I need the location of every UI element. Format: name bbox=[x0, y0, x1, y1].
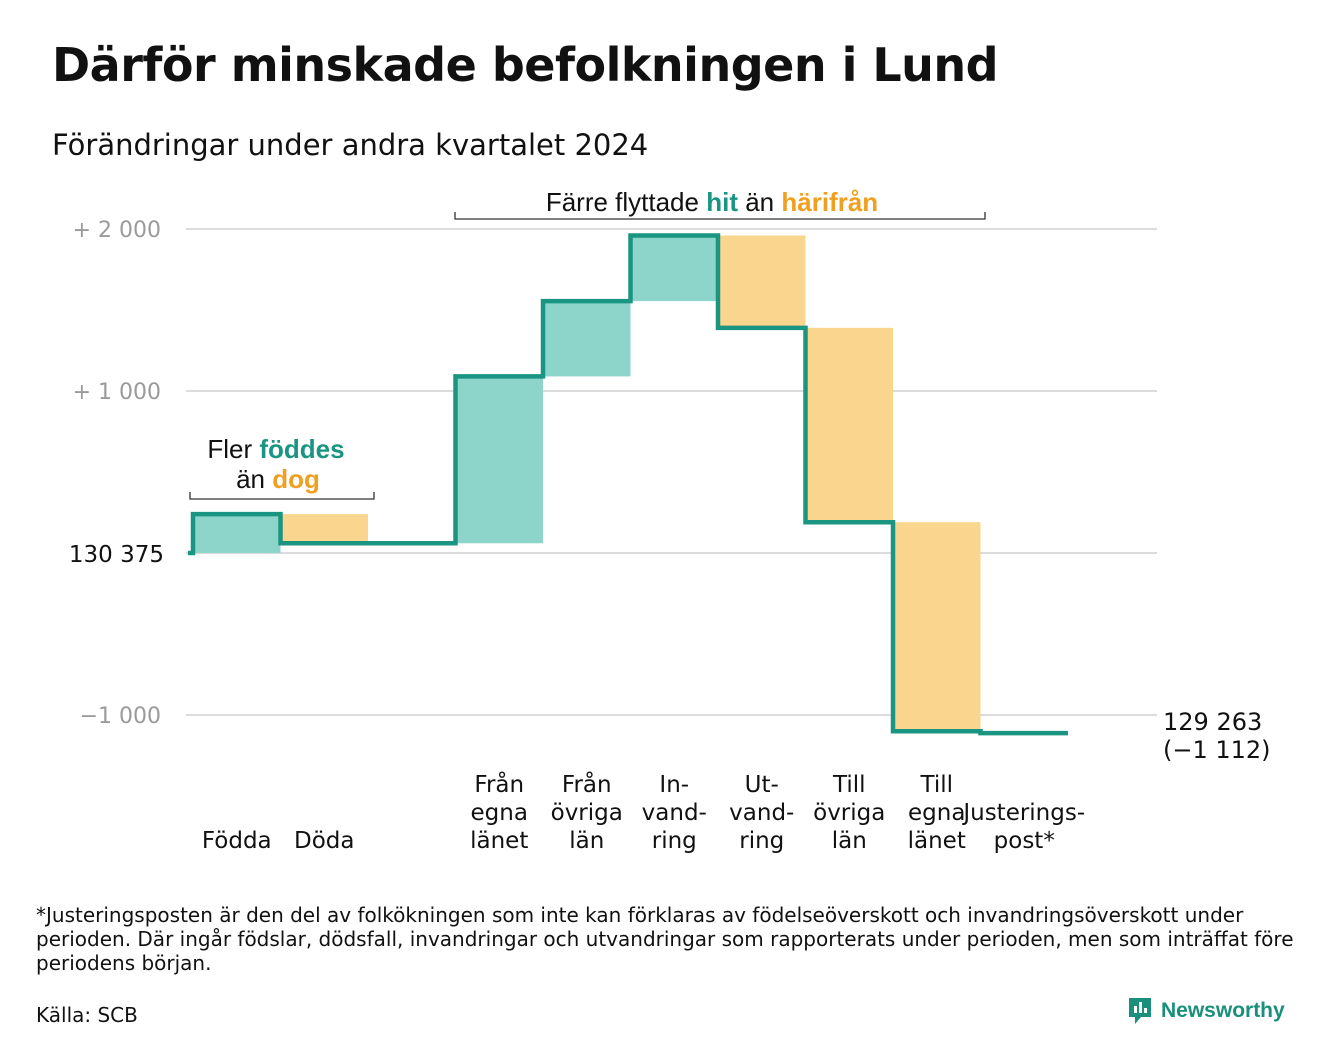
x-category-label: Till egna länet bbox=[908, 772, 966, 854]
x-category-label: Från övriga län bbox=[551, 770, 623, 854]
x-category-label: Från egna länet bbox=[470, 770, 528, 854]
brand-name: Newsworthy bbox=[1161, 999, 1285, 1022]
waterfall-bar bbox=[630, 235, 718, 302]
waterfall-chart: + 2 000 + 1 000 −1 000 130 375 Födda Döda Från… bbox=[69, 187, 1271, 854]
chart-subtitle: Förändringar under andra kvartalet 2024 bbox=[52, 128, 649, 162]
x-category-label: Döda bbox=[294, 828, 354, 854]
chart-title: Därför minskade befolkningen i Lund bbox=[52, 38, 999, 92]
footnote: *Justeringsposten är den del av folkökni… bbox=[36, 903, 1294, 975]
x-category-label: Justerings-post* bbox=[961, 800, 1085, 854]
start-value-label: 130 375 bbox=[69, 542, 164, 568]
annotation-births-deaths: Fler föddes bbox=[207, 434, 344, 464]
brand-logo: Newsworthy bbox=[1127, 996, 1285, 1026]
source-label: Källa: SCB bbox=[36, 1003, 138, 1027]
newsworthy-logo-icon bbox=[1129, 998, 1151, 1024]
annotation-births-deaths-line2: än dog bbox=[236, 464, 320, 494]
x-category-label: Till övriga län bbox=[813, 772, 885, 854]
waterfall-bar bbox=[280, 514, 368, 544]
waterfall-bar bbox=[718, 235, 806, 328]
waterfall-bar bbox=[805, 327, 893, 523]
x-category-label: In-vand-ring bbox=[642, 772, 707, 854]
cumulative-step-line bbox=[188, 233, 1068, 736]
y-tick-label: + 1 000 bbox=[73, 380, 161, 405]
waterfall-bar bbox=[543, 301, 631, 377]
waterfall-bar bbox=[455, 376, 543, 544]
annotation-bracket bbox=[189, 492, 375, 500]
waterfall-bar bbox=[893, 522, 981, 732]
x-category-label: Ut-vand-ring bbox=[729, 772, 794, 854]
annotation-migration: Färre flyttade hit än härifrån bbox=[546, 187, 878, 217]
end-change-label: (−1 112) bbox=[1163, 736, 1271, 764]
y-tick-label: −1 000 bbox=[80, 704, 161, 729]
end-value-label: 129 263 bbox=[1163, 708, 1262, 736]
waterfall-bar bbox=[193, 514, 281, 553]
y-tick-label: + 2 000 bbox=[73, 218, 161, 243]
x-category-label: Födda bbox=[202, 828, 272, 854]
annotation-bracket bbox=[454, 212, 986, 220]
